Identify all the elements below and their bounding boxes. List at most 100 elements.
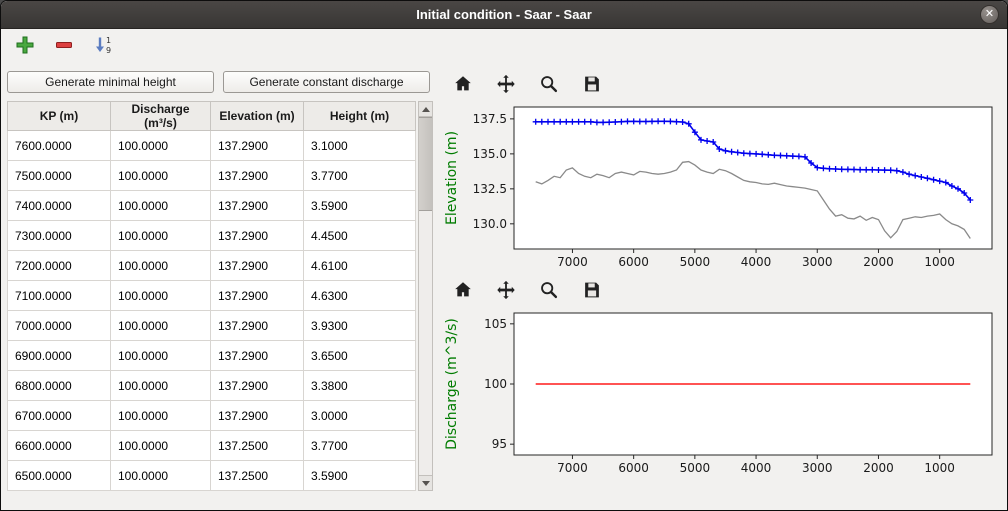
window-title: Initial condition - Saar - Saar: [416, 7, 592, 22]
table-cell[interactable]: 6600.0000: [7, 430, 111, 461]
scroll-down-arrow[interactable]: [419, 475, 432, 490]
table-cell[interactable]: 100.0000: [110, 310, 211, 341]
table-scrollbar[interactable]: [418, 101, 433, 491]
zoom-icon: [541, 282, 558, 299]
table-cell[interactable]: 7100.0000: [7, 280, 111, 311]
svg-text:5000: 5000: [680, 255, 711, 269]
table-cell[interactable]: 100.0000: [110, 400, 211, 431]
table-cell[interactable]: 6900.0000: [7, 340, 111, 371]
table-cell[interactable]: 100.0000: [110, 250, 211, 281]
svg-text:135.0: 135.0: [473, 147, 507, 161]
table-cell[interactable]: 3.6500: [303, 340, 416, 371]
table-row: 7100.0000 100.0000 137.2900 4.6300: [7, 280, 416, 311]
table-cell[interactable]: 4.4500: [303, 220, 416, 251]
table-cell[interactable]: 6800.0000: [7, 370, 111, 401]
close-button[interactable]: ✕: [980, 5, 999, 24]
table-cell[interactable]: 7500.0000: [7, 160, 111, 191]
svg-text:105: 105: [484, 317, 507, 331]
table-cell[interactable]: 3.9300: [303, 310, 416, 341]
plus-icon: [16, 36, 34, 54]
table-cell[interactable]: 7400.0000: [7, 190, 111, 221]
svg-text:100: 100: [484, 377, 507, 391]
sort-button[interactable]: 1 9: [90, 32, 116, 58]
svg-text:3000: 3000: [802, 255, 833, 269]
table-cell[interactable]: 3.7700: [303, 430, 416, 461]
table-cell[interactable]: 3.3800: [303, 370, 416, 401]
table-cell[interactable]: 3.0000: [303, 400, 416, 431]
zoom-icon: [541, 76, 558, 93]
scrollbar-thumb[interactable]: [419, 117, 432, 211]
table-cell[interactable]: 100.0000: [110, 190, 211, 221]
table-cell[interactable]: 137.2500: [210, 460, 304, 491]
generate-minimal-height-button[interactable]: Generate minimal height: [7, 71, 214, 93]
column-header-discharge[interactable]: Discharge (m³/s): [110, 101, 211, 131]
table-cell[interactable]: 100.0000: [110, 160, 211, 191]
remove-row-button[interactable]: [51, 32, 77, 58]
elevation-pan-button[interactable]: [493, 71, 519, 97]
discharge-chart[interactable]: 7000 6000 5000 4000 3000 2000 1000 95 100 105 Disc…: [440, 305, 1004, 481]
table-cell[interactable]: 7600.0000: [7, 130, 111, 161]
table-body: 7600.0000 100.0000 137.2900 3.1000 7500.0000…: [7, 130, 416, 491]
svg-text:2000: 2000: [863, 255, 894, 269]
table-row: 7000.0000 100.0000 137.2900 3.9300: [7, 310, 416, 341]
svg-text:4000: 4000: [741, 255, 772, 269]
initial-condition-panel: Generate minimal height Generate constan…: [1, 61, 438, 510]
table-cell[interactable]: 137.2900: [210, 130, 304, 161]
discharge-zoom-button[interactable]: [536, 277, 562, 303]
column-header-height[interactable]: Height (m): [303, 101, 416, 131]
table-cell[interactable]: 100.0000: [110, 430, 211, 461]
table-cell[interactable]: 100.0000: [110, 220, 211, 251]
generate-constant-discharge-button[interactable]: Generate constant discharge: [223, 71, 430, 93]
table-cell[interactable]: 100.0000: [110, 460, 211, 491]
svg-text:4000: 4000: [741, 461, 772, 475]
svg-text:Discharge (m^3/s): Discharge (m^3/s): [444, 318, 460, 450]
table-row: 7500.0000 100.0000 137.2900 3.7700: [7, 160, 416, 191]
table-cell[interactable]: 137.2900: [210, 190, 304, 221]
table-cell[interactable]: 3.7700: [303, 160, 416, 191]
table-cell[interactable]: 137.2900: [210, 250, 304, 281]
table-cell[interactable]: 137.2900: [210, 160, 304, 191]
table-cell[interactable]: 6500.0000: [7, 460, 111, 491]
table-cell[interactable]: 137.2900: [210, 220, 304, 251]
minus-icon: [56, 42, 72, 48]
table-cell[interactable]: 137.2900: [210, 280, 304, 311]
scroll-up-arrow[interactable]: [419, 102, 432, 117]
home-icon: [455, 282, 471, 297]
svg-text:130.0: 130.0: [473, 217, 507, 231]
plots-panel: 7000 6000 5000 4000 3000 2000 1000 130.0 132.5 13…: [438, 61, 1007, 510]
svg-text:7000: 7000: [557, 255, 588, 269]
table-cell[interactable]: 137.2500: [210, 430, 304, 461]
table-cell[interactable]: 4.6100: [303, 250, 416, 281]
table-cell[interactable]: 137.2900: [210, 400, 304, 431]
elevation-zoom-button[interactable]: [536, 71, 562, 97]
table-cell[interactable]: 7300.0000: [7, 220, 111, 251]
titlebar[interactable]: Initial condition - Saar - Saar ✕: [1, 1, 1007, 29]
table-cell[interactable]: 3.1000: [303, 130, 416, 161]
table-cell[interactable]: 100.0000: [110, 130, 211, 161]
table-cell[interactable]: 3.5900: [303, 190, 416, 221]
elevation-plot-toolbar: [438, 69, 1007, 99]
discharge-pan-button[interactable]: [493, 277, 519, 303]
table-cell[interactable]: 3.5900: [303, 460, 416, 491]
home-icon: [455, 76, 471, 91]
column-header-elevation[interactable]: Elevation (m): [210, 101, 304, 131]
table-wrap: KP (m) Discharge (m³/s) Elevation (m) He…: [7, 101, 434, 491]
discharge-home-button[interactable]: [450, 277, 476, 303]
table-cell[interactable]: 7200.0000: [7, 250, 111, 281]
table-cell[interactable]: 6700.0000: [7, 400, 111, 431]
table-cell[interactable]: 100.0000: [110, 370, 211, 401]
table-cell[interactable]: 137.2900: [210, 370, 304, 401]
table-cell[interactable]: 137.2900: [210, 340, 304, 371]
table-cell[interactable]: 100.0000: [110, 280, 211, 311]
elevation-chart[interactable]: 7000 6000 5000 4000 3000 2000 1000 130.0 132.5 13…: [440, 99, 1004, 275]
elevation-save-button[interactable]: [579, 71, 605, 97]
table-cell[interactable]: 4.6300: [303, 280, 416, 311]
table-cell[interactable]: 137.2900: [210, 310, 304, 341]
discharge-save-button[interactable]: [579, 277, 605, 303]
elevation-home-button[interactable]: [450, 71, 476, 97]
table-cell[interactable]: 7000.0000: [7, 310, 111, 341]
column-header-kp[interactable]: KP (m): [7, 101, 111, 131]
table-cell[interactable]: 100.0000: [110, 340, 211, 371]
sort-ascending-icon: 1 9: [96, 36, 111, 55]
add-row-button[interactable]: [12, 32, 38, 58]
